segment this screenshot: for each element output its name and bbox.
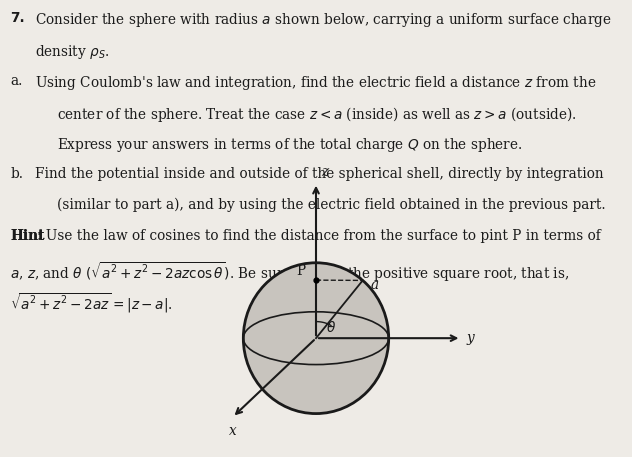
Text: 7.: 7. [10,11,25,26]
Text: (similar to part a), and by using the electric field obtained in the previous pa: (similar to part a), and by using the el… [57,198,605,212]
Text: a.: a. [10,74,23,88]
Text: $\sqrt{a^2 + z^2 - 2az} = |z - a|$.: $\sqrt{a^2 + z^2 - 2az} = |z - a|$. [10,291,173,315]
Text: P: P [297,264,306,278]
Text: z: z [321,165,328,179]
Text: a: a [370,278,379,292]
Text: $a$, $z$, and $\theta$ $(\sqrt{a^2 + z^2 - 2az\cos\theta})$. Be sure to take the: $a$, $z$, and $\theta$ $(\sqrt{a^2 + z^2… [10,260,569,284]
Text: Consider the sphere with radius $a$ shown below, carrying a uniform surface char: Consider the sphere with radius $a$ show… [35,11,611,29]
Text: b.: b. [10,167,23,181]
Text: density $\rho_S$.: density $\rho_S$. [35,43,109,60]
Text: Express your answers in terms of the total charge $Q$ on the sphere.: Express your answers in terms of the tot… [57,136,522,154]
Text: center of the sphere. Treat the case $z < a$ (inside) as well as $z > a$ (outsid: center of the sphere. Treat the case $z … [57,105,576,124]
Text: Find the potential inside and outside of the spherical shell, directly by integr: Find the potential inside and outside of… [35,167,604,181]
Ellipse shape [243,263,389,414]
Text: x: x [229,424,236,438]
Text: Hint: Hint [10,229,45,243]
Text: $\theta$: $\theta$ [326,320,336,335]
Text: y: y [466,331,474,345]
Text: : Use the law of cosines to find the distance from the surface to pint P in term: : Use the law of cosines to find the dis… [37,229,600,243]
Text: Using Coulomb's law and integration, find the electric field a distance $z$ from: Using Coulomb's law and integration, fin… [35,74,596,91]
Text: Hint: Hint [10,229,45,243]
